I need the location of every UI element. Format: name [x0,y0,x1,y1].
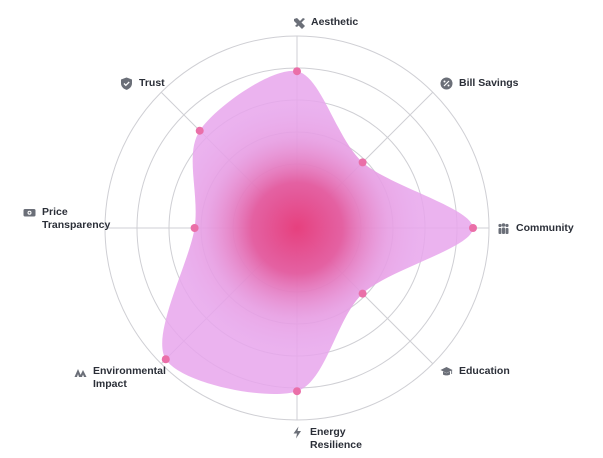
wrench-cross-icon [292,16,305,29]
data-point-1 [293,67,301,76]
axis-label-line: Trust [139,77,165,89]
axis-label-line: Community [516,222,574,234]
axis-label-line: Aesthetic [311,16,359,28]
mountains-icon [74,365,87,378]
axis-label-price-transparency: Price Transparency [23,206,110,232]
radar-series [162,70,473,395]
data-point-7 [190,224,199,232]
data-point-5 [293,387,301,396]
axis-label-line: Education [459,365,510,377]
data-point-3 [469,224,477,232]
money-icon [23,206,36,219]
people-icon [497,222,510,235]
data-point-8 [195,126,204,135]
axis-label-line: Impact [93,378,127,390]
axis-label-line: Transparency [42,219,111,231]
series-core-gradient [162,70,473,395]
axis-label-environmental-impact: Environmental Impact [74,365,166,391]
axis-label-education: Education [440,365,510,378]
axis-label-line: Bill Savings [459,77,519,89]
radar-markers [161,67,477,396]
axis-label-bill-savings: Bill Savings [440,77,519,90]
data-point-4 [358,289,367,298]
axis-label-community: Community [497,222,574,235]
axis-label-aesthetic: Aesthetic [292,16,358,29]
data-point-2 [358,158,367,167]
shield-icon [120,77,133,90]
graduation-cap-icon [440,365,453,378]
axis-label-line: Environmental [93,365,166,377]
axis-label-energy-resilience: Energy Resilience [291,426,362,452]
axis-label-line: Price [42,206,68,218]
percent-badge-icon [440,77,453,90]
lightning-icon [291,426,304,439]
axis-label-line: Energy [310,426,346,438]
data-point-6 [161,355,170,364]
axis-label-trust: Trust [120,77,165,90]
axis-label-line: Resilience [310,439,362,451]
